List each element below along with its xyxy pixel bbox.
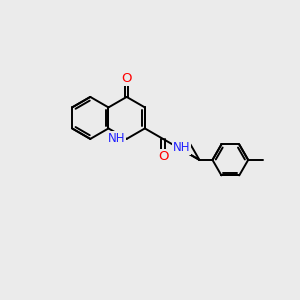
Text: O: O <box>158 150 168 163</box>
Text: NH: NH <box>172 141 190 154</box>
Text: O: O <box>122 72 132 85</box>
Text: NH: NH <box>108 132 125 146</box>
